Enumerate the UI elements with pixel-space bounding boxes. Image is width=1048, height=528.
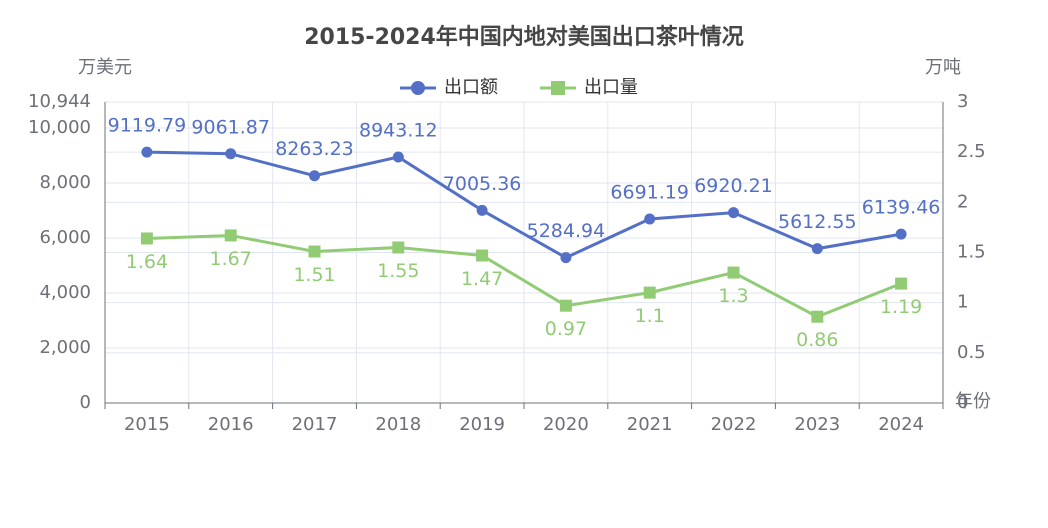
x-tick-label: 2020 xyxy=(543,414,589,435)
point xyxy=(224,229,237,242)
legend-marker xyxy=(551,81,565,95)
y-tick-label: 4,000 xyxy=(39,282,91,303)
point xyxy=(559,299,572,312)
point xyxy=(644,213,656,225)
point xyxy=(811,310,824,323)
point xyxy=(728,207,739,219)
y2-tick-label: 1.5 xyxy=(957,242,986,263)
point xyxy=(895,228,907,240)
data-label: 7005.36 xyxy=(443,173,522,195)
x-tick-label: 2024 xyxy=(878,414,924,435)
y-tick-label: 10,000 xyxy=(28,117,91,138)
y-axis-title: 万美元 xyxy=(78,57,132,78)
data-label: 5284.94 xyxy=(527,220,606,242)
point xyxy=(392,241,405,254)
point xyxy=(309,170,320,182)
data-label: 6139.46 xyxy=(862,197,941,219)
y-tick-label: 8,000 xyxy=(39,172,91,193)
point xyxy=(727,266,740,279)
x-tick-label: 2019 xyxy=(459,414,505,435)
data-label: 1.1 xyxy=(635,305,665,327)
point xyxy=(476,204,488,216)
y2-tick-label: 2 xyxy=(957,191,968,212)
data-label: 6920.21 xyxy=(694,175,773,197)
data-label: 8263.23 xyxy=(275,138,354,160)
x-tick-label: 2015 xyxy=(124,414,170,435)
point xyxy=(308,245,321,258)
data-label: 6691.19 xyxy=(610,181,689,203)
data-label: 0.97 xyxy=(545,318,587,340)
data-label: 1.3 xyxy=(718,285,748,307)
data-label: 1.64 xyxy=(126,251,168,273)
point xyxy=(560,252,572,264)
y2-axis-title: 万吨 xyxy=(925,57,961,78)
y2-tick-label: 3 xyxy=(957,91,968,112)
y2-tick-label: 2.5 xyxy=(957,141,986,162)
series-line xyxy=(146,150,902,260)
point xyxy=(895,277,908,290)
x-tick-label: 2023 xyxy=(794,414,840,435)
data-label: 1.67 xyxy=(210,248,252,270)
point xyxy=(643,286,656,299)
data-label: 1.51 xyxy=(293,264,335,286)
y-tick-label: 2,000 xyxy=(39,337,91,358)
point xyxy=(476,249,489,262)
data-label: 9061.87 xyxy=(191,116,270,138)
chart-title: 2015-2024年中国内地对美国出口茶叶情况 xyxy=(304,24,744,50)
data-label: 0.86 xyxy=(796,329,838,351)
x-tick-label: 2022 xyxy=(711,414,757,435)
legend-label: 出口量 xyxy=(584,77,638,98)
point xyxy=(392,151,404,163)
x-tick-label: 2016 xyxy=(208,414,254,435)
data-label: 1.19 xyxy=(880,296,922,318)
legend-label: 出口额 xyxy=(444,77,498,98)
legend-marker xyxy=(411,81,425,95)
y-tick-label: 0 xyxy=(80,392,91,413)
point xyxy=(225,148,237,160)
point xyxy=(140,232,153,245)
data-label: 1.47 xyxy=(461,268,503,290)
y-tick-label: 10,944 xyxy=(28,91,91,112)
data-label: 1.55 xyxy=(377,260,419,282)
x-tick-label: 2021 xyxy=(627,414,673,435)
data-label: 8943.12 xyxy=(359,120,438,142)
y-tick-label: 6,000 xyxy=(39,227,91,248)
data-label: 9119.79 xyxy=(108,115,187,137)
y2-tick-label: 0.5 xyxy=(957,342,986,363)
data-label: 5612.55 xyxy=(778,211,857,233)
y2-tick-label: 0 xyxy=(957,392,968,413)
x-tick-label: 2017 xyxy=(292,414,338,435)
series-line xyxy=(146,233,902,319)
x-axis-title: 年份 xyxy=(955,391,991,412)
point xyxy=(811,243,823,255)
y2-tick-label: 1 xyxy=(957,292,968,313)
point xyxy=(141,146,153,158)
x-tick-label: 2018 xyxy=(375,414,421,435)
